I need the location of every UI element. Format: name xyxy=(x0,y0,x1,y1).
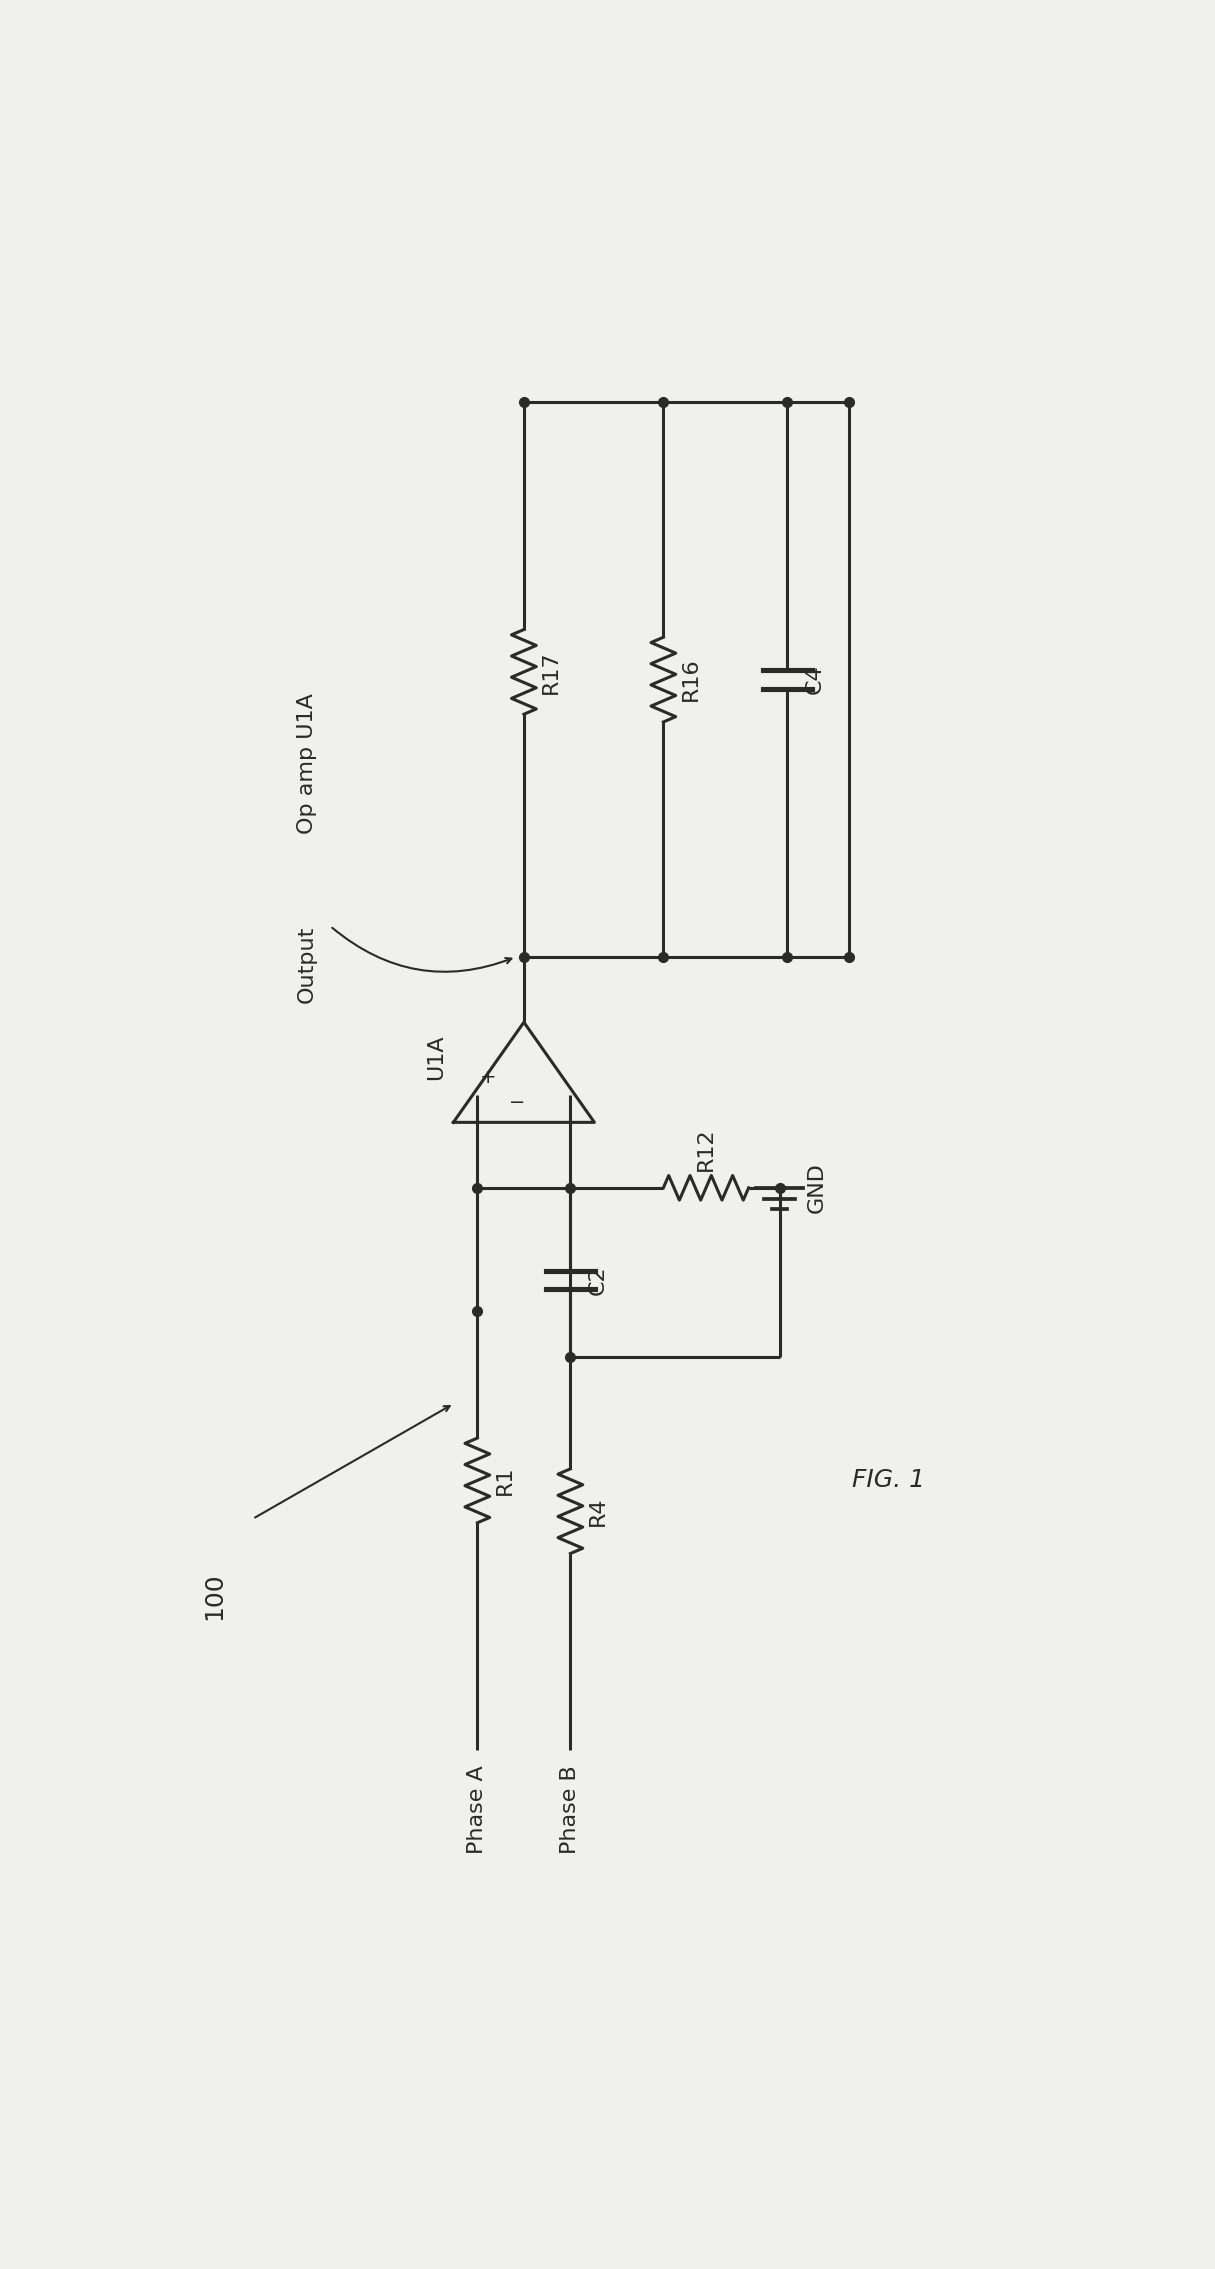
Text: FIG. 1: FIG. 1 xyxy=(852,1468,925,1493)
Text: Phase A: Phase A xyxy=(468,1765,487,1854)
Text: U1A: U1A xyxy=(426,1035,446,1080)
Text: Phase B: Phase B xyxy=(560,1765,581,1854)
Text: R4: R4 xyxy=(587,1498,608,1527)
Text: Op amp U1A: Op amp U1A xyxy=(296,692,317,833)
Text: Output: Output xyxy=(296,926,317,1003)
Text: R12: R12 xyxy=(696,1128,716,1171)
Text: C2: C2 xyxy=(587,1266,608,1296)
Text: R1: R1 xyxy=(495,1466,514,1495)
Text: R16: R16 xyxy=(680,658,700,701)
Text: C4: C4 xyxy=(804,665,825,694)
Text: R17: R17 xyxy=(541,651,561,694)
Text: −: − xyxy=(509,1094,525,1112)
Text: 100: 100 xyxy=(202,1572,226,1620)
Text: +: + xyxy=(480,1069,497,1087)
Text: GND: GND xyxy=(807,1162,826,1214)
